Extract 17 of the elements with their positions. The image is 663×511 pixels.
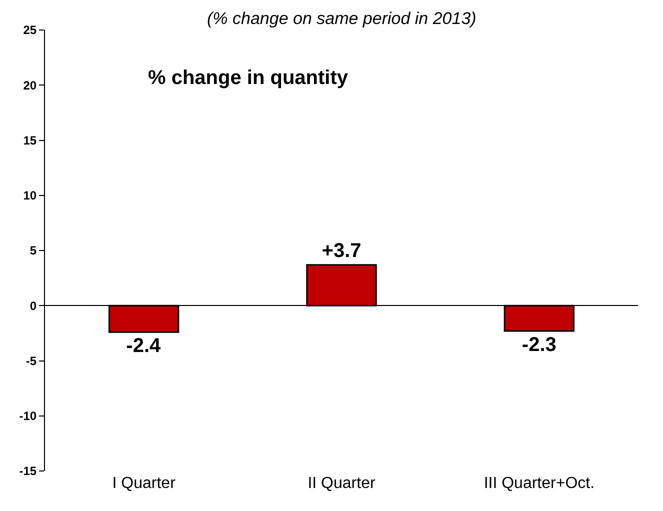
annotation: % change in quantity <box>148 67 349 89</box>
y-tick-label: 20 <box>23 78 37 92</box>
y-tick-label: 15 <box>23 133 37 148</box>
y-tick-label: -5 <box>26 354 37 368</box>
y-tick-label: 0 <box>30 298 37 313</box>
x-tick-label: II Quarter <box>308 475 376 492</box>
y-tick-label: 5 <box>30 244 37 258</box>
y-tick-label: -10 <box>19 409 37 424</box>
y-tick-label: -15 <box>19 464 37 478</box>
chart-subtitle: (% change on same period in 2013) <box>207 9 476 28</box>
x-tick-label: I Quarter <box>112 475 176 492</box>
y-tick-label: 10 <box>23 188 37 203</box>
x-tick-label: III Quarter+Oct. <box>484 475 595 492</box>
y-tick-label: 25 <box>23 23 37 38</box>
data-label: -2.3 <box>522 334 556 356</box>
data-label: +3.7 <box>322 240 362 262</box>
data-label: -2.4 <box>126 335 162 358</box>
